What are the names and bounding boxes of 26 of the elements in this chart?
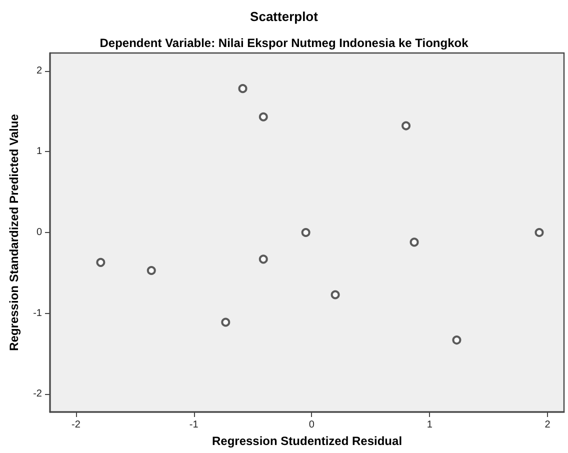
chart-subtitle: Dependent Variable: Nilai Ekspor Nutmeg Indonesia ke Tiongkok — [100, 36, 469, 50]
y-tick-label: -2 — [33, 388, 42, 400]
x-tick-label: -1 — [189, 420, 199, 430]
x-axis-title: Regression Studentized Residual — [212, 434, 402, 448]
point — [221, 318, 230, 327]
point — [452, 336, 462, 345]
point — [258, 112, 268, 122]
x-tick-label: 0 — [308, 420, 315, 430]
point — [146, 266, 156, 275]
x-tick-label: 1 — [426, 420, 433, 430]
point — [238, 84, 248, 94]
chart-title: Scatterplot — [250, 9, 319, 24]
x-tick-label: -2 — [71, 420, 81, 430]
point — [402, 121, 411, 130]
point — [410, 238, 419, 247]
point — [301, 228, 310, 237]
point — [96, 258, 106, 267]
y-tick-label: 0 — [36, 227, 42, 238]
x-tick-label: 2 — [544, 420, 551, 430]
point — [330, 290, 340, 300]
y-axis-title: Regression Standardized Predicted Value — [7, 114, 21, 351]
point — [258, 254, 268, 264]
y-tick-label: -1 — [33, 308, 42, 319]
point — [534, 228, 544, 237]
y-tick-label: 2 — [36, 65, 42, 76]
y-tick-label: 1 — [36, 146, 42, 158]
